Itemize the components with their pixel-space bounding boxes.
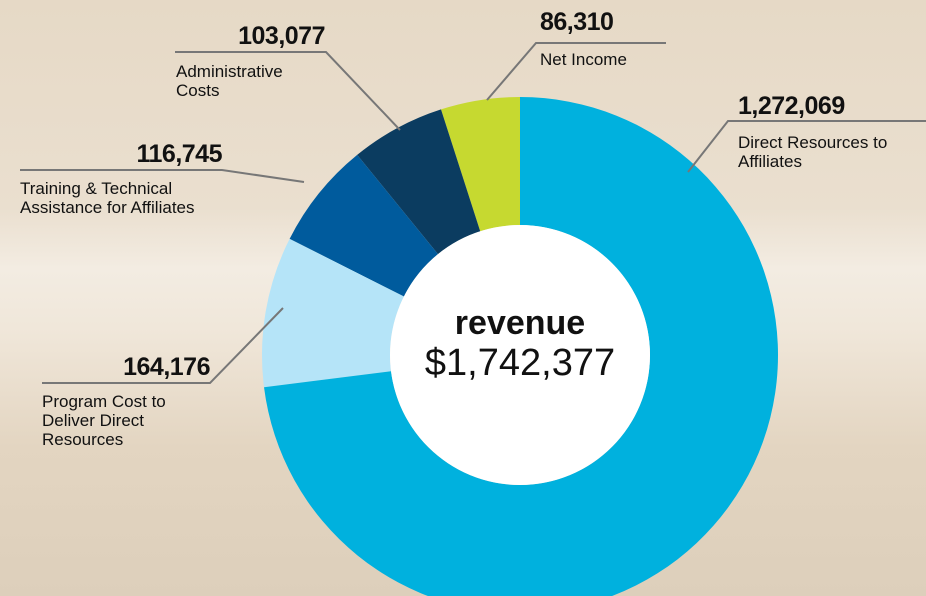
value-label: 164,176: [123, 353, 210, 381]
leader-line: [20, 169, 305, 183]
category-label: Net Income: [540, 50, 627, 69]
leader-line: [175, 51, 401, 131]
center-total: $1,742,377: [424, 342, 616, 384]
donut-slice: [357, 109, 481, 255]
leader-line: [486, 42, 666, 101]
value-label: 116,745: [136, 140, 223, 168]
leader-lines: [20, 42, 926, 384]
value-label: 103,077: [238, 22, 325, 50]
donut-slice: [289, 154, 438, 297]
category-label: Direct Resources to Affiliates: [738, 133, 888, 171]
donut-hole: [390, 225, 650, 485]
donut-slice: [440, 97, 520, 232]
donut-slice: [264, 97, 778, 596]
value-label: 86,310: [540, 8, 614, 36]
category-label: Program Cost to Deliver Direct Resources: [42, 392, 166, 449]
category-label: Administrative Costs: [176, 62, 283, 100]
value-label: 1,272,069: [738, 92, 845, 120]
donut-slice: [262, 238, 404, 388]
category-label: Training & Technical Assistance for Affi…: [20, 179, 195, 217]
leader-line: [42, 307, 284, 384]
center-title: revenue: [454, 304, 586, 342]
leader-line: [687, 120, 926, 173]
